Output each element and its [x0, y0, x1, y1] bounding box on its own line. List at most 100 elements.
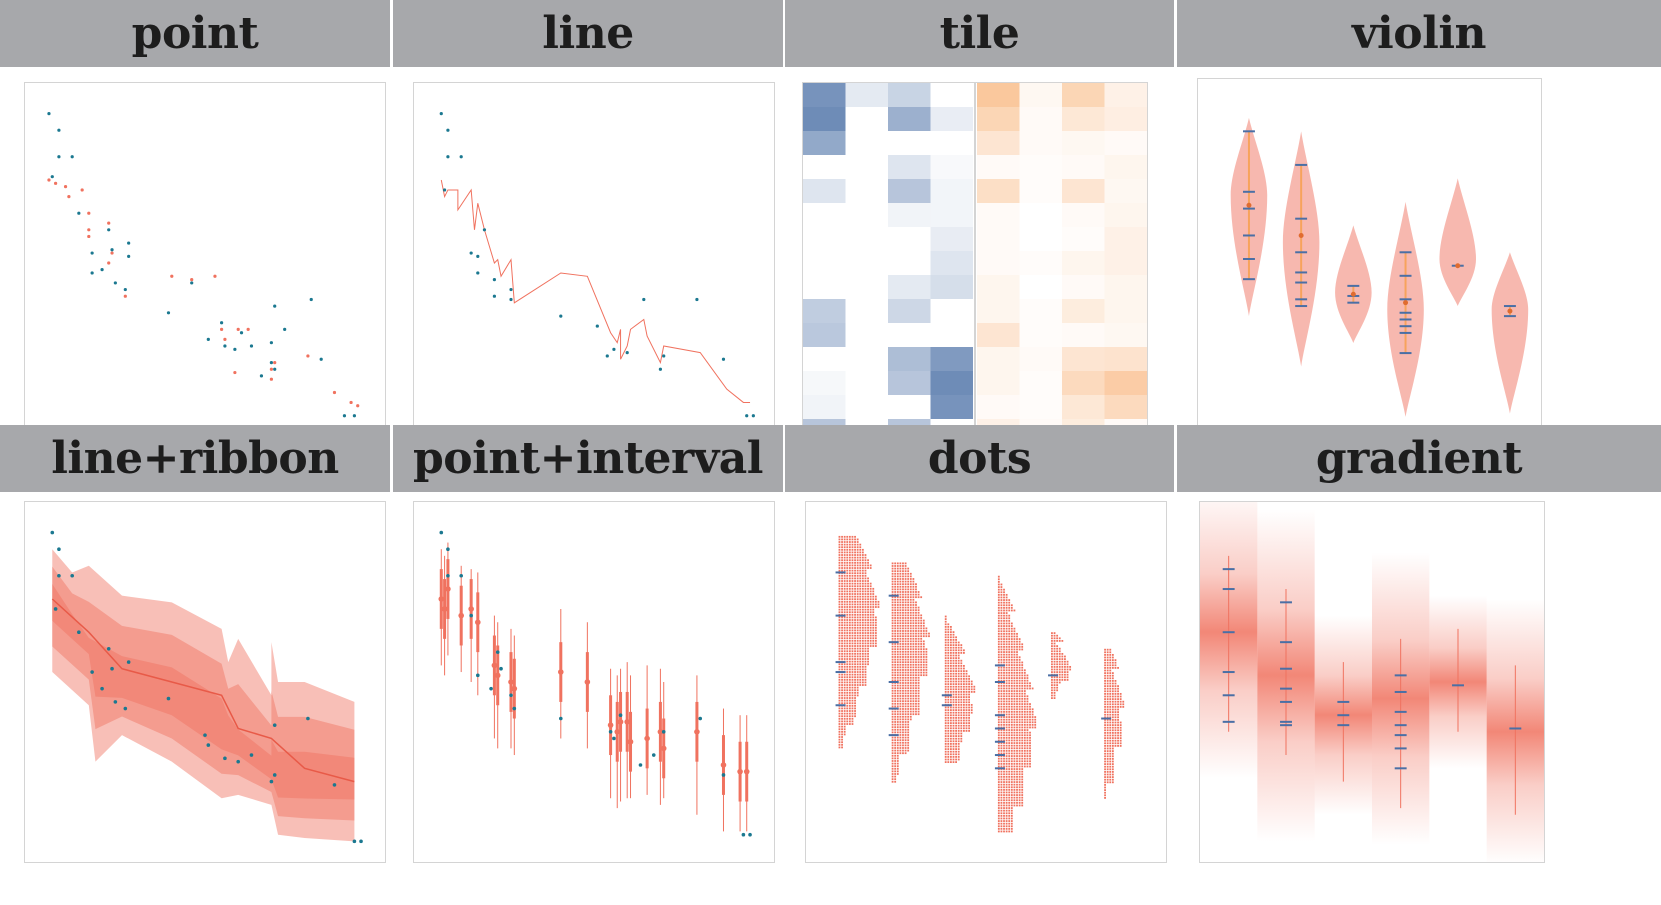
dot-mark — [854, 567, 856, 569]
dot-mark — [856, 694, 859, 697]
dot-mark — [856, 645, 859, 647]
dot-mark — [1010, 674, 1013, 677]
data-point — [741, 832, 746, 837]
dot-mark — [1114, 708, 1117, 711]
dot-mark — [891, 765, 894, 768]
dot-mark — [1005, 825, 1008, 828]
dot-mark — [841, 535, 843, 538]
dot-mark — [894, 663, 897, 666]
dot-mark — [848, 608, 851, 611]
dot-mark — [917, 674, 920, 677]
dot-mark — [970, 709, 973, 711]
dot-mark — [1000, 760, 1003, 763]
dot-mark — [896, 770, 899, 773]
dot-mark — [997, 762, 1000, 765]
dot-mark — [902, 744, 904, 747]
dot-mark — [1000, 744, 1003, 747]
dot-mark — [851, 535, 854, 538]
dot-mark — [917, 687, 920, 690]
dot-mark — [1026, 734, 1029, 737]
dot-mark — [1010, 713, 1013, 716]
dot-mark — [907, 604, 910, 606]
dot-mark — [997, 752, 1000, 755]
dot-mark — [846, 600, 849, 603]
dot-mark — [1005, 710, 1008, 713]
dot-mark — [1021, 765, 1024, 768]
dot-mark — [859, 650, 862, 653]
dot-mark — [960, 649, 963, 652]
dot-mark — [1018, 682, 1021, 685]
dot-mark — [1021, 674, 1024, 677]
dot-mark — [1008, 656, 1011, 659]
dot-mark — [1056, 676, 1059, 679]
dot-mark — [944, 724, 947, 727]
dot-mark — [915, 702, 917, 705]
dot-mark — [917, 679, 920, 682]
dot-mark — [896, 604, 899, 606]
dot-mark — [1051, 650, 1053, 653]
dot-mark — [944, 628, 947, 631]
dot-mark — [867, 637, 869, 640]
dot-mark — [1008, 684, 1011, 687]
dot-mark — [1010, 606, 1013, 609]
dot-mark — [1000, 807, 1003, 809]
dot-mark — [909, 666, 912, 669]
dot-mark — [1010, 669, 1013, 672]
dot-mark — [965, 711, 968, 714]
dot-mark — [899, 658, 902, 661]
dot-mark — [896, 591, 899, 593]
dot-mark — [1056, 634, 1059, 637]
dot-mark — [947, 740, 950, 743]
dot-mark — [952, 639, 955, 641]
dot-mark — [838, 634, 841, 637]
dot-mark — [950, 646, 952, 649]
dot-mark — [854, 541, 856, 543]
dot-mark — [1106, 760, 1109, 763]
dot-mark — [955, 756, 957, 758]
dot-mark — [944, 691, 947, 693]
dot-mark — [843, 616, 846, 619]
dot-mark — [902, 689, 904, 692]
dot-mark — [1005, 690, 1008, 692]
dot-mark — [1029, 731, 1031, 734]
dot-mark — [1010, 643, 1013, 646]
dot-mark — [920, 630, 923, 632]
dot-mark — [1016, 713, 1018, 716]
dot-mark — [854, 686, 856, 689]
dot-mark — [1013, 799, 1016, 802]
dot-mark — [1114, 713, 1117, 716]
dot-mark — [843, 665, 846, 668]
dot-mark — [856, 598, 859, 601]
dot-mark — [1114, 706, 1117, 708]
dot-mark — [1008, 630, 1011, 633]
dot-mark — [896, 622, 899, 625]
dot-mark — [997, 729, 1000, 731]
dot-mark — [1013, 713, 1016, 716]
dot-mark — [917, 708, 920, 710]
dot-mark — [1018, 666, 1021, 669]
dot-mark — [965, 685, 968, 688]
tile-cell — [1104, 371, 1147, 395]
dot-mark — [846, 629, 849, 632]
dot-mark — [902, 604, 904, 606]
dot-mark — [869, 645, 872, 647]
dot-mark — [1010, 755, 1013, 757]
dot-mark — [894, 747, 897, 749]
dot-mark — [843, 686, 846, 689]
dot-mark — [957, 641, 960, 644]
dot-mark — [1018, 778, 1021, 781]
dot-mark — [960, 704, 963, 706]
dot-mark — [1021, 747, 1024, 750]
dot-mark — [1008, 625, 1011, 627]
dot-mark — [963, 685, 965, 688]
dot-mark — [1053, 697, 1056, 699]
dot-mark — [846, 564, 849, 567]
dot-mark — [955, 750, 957, 753]
dot-mark — [957, 670, 960, 672]
tile-cell — [977, 131, 1020, 155]
dot-mark — [899, 744, 902, 747]
data-point — [126, 660, 131, 664]
dot-mark — [1018, 744, 1021, 747]
data-point — [223, 756, 227, 761]
dot-mark — [907, 598, 910, 601]
